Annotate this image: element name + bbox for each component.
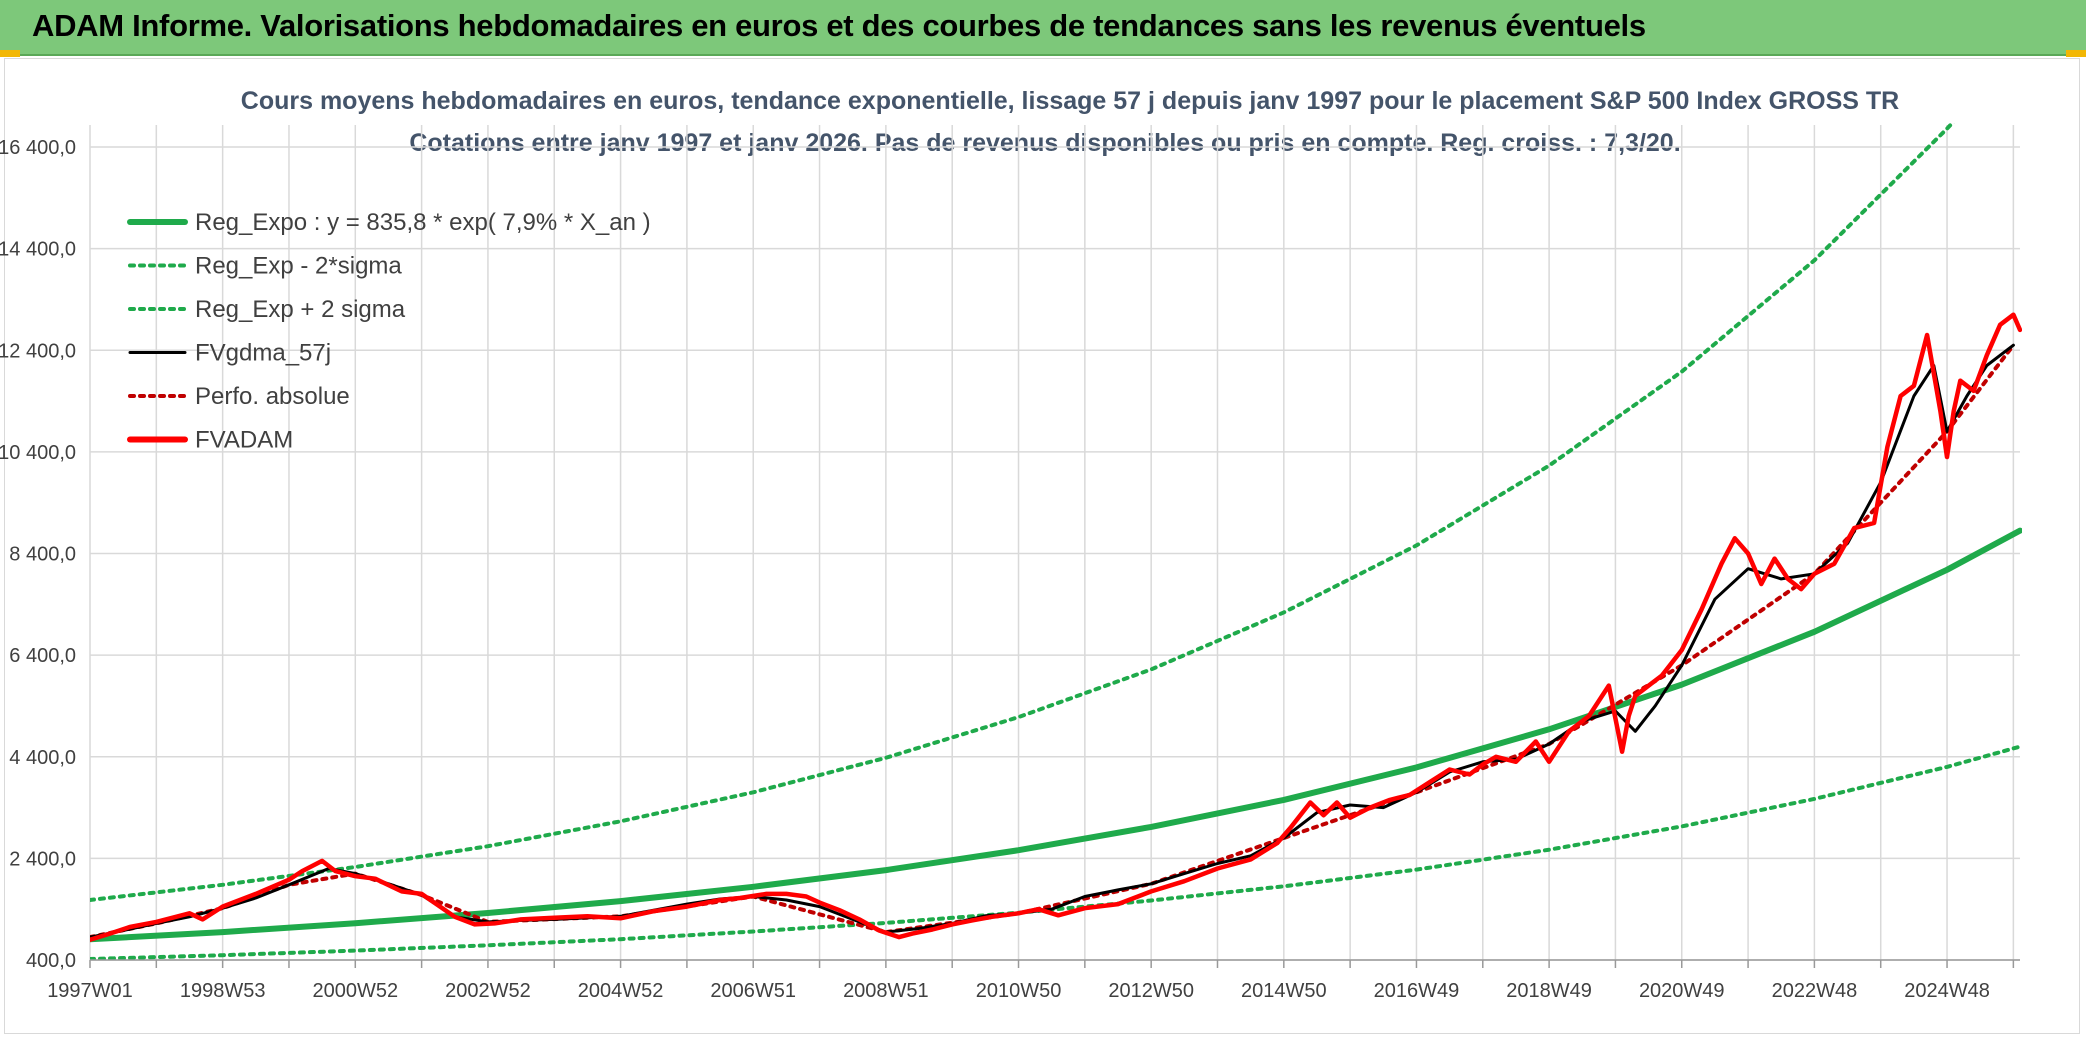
x-tick-label: 2022W48 — [1772, 980, 1858, 1002]
y-tick-label: 14 400,0 — [0, 239, 76, 261]
y-tick-label: 400,0 — [26, 950, 76, 972]
series-line — [90, 343, 2016, 940]
x-axis: 1997W01 1998W53 2000W52 2002W52 2004W52 2006W… — [47, 959, 2020, 1002]
series-lines — [90, 123, 2022, 960]
legend-label: Reg_Exp - 2*sigma — [195, 253, 402, 280]
y-tick-label: 4 400,0 — [9, 747, 76, 769]
y-tick-label: 10 400,0 — [0, 442, 76, 464]
x-tick-label: 2004W52 — [578, 980, 664, 1002]
series-line — [90, 527, 2022, 943]
x-tick-label: 2008W51 — [843, 980, 929, 1002]
legend-label: FVADAM — [195, 427, 293, 454]
banner-corner-left — [0, 50, 20, 57]
report-banner: ADAM Informe. Valorisations hebdomadaire… — [0, 0, 2086, 56]
chart-subtitle: Cotations entre janv 1997 et janv 2026. … — [409, 129, 1680, 157]
series-line — [90, 343, 2015, 939]
x-tick-label: 2006W51 — [710, 980, 796, 1002]
x-tick-label: 2024W48 — [1904, 980, 1990, 1002]
x-tick-label: 2014W50 — [1241, 980, 1327, 1002]
legend-label: Perfo. absolue — [195, 383, 350, 410]
x-tick-label: 2012W50 — [1108, 980, 1194, 1002]
x-tick-label: 1998W53 — [180, 980, 266, 1002]
x-tick-label: 2018W49 — [1506, 980, 1592, 1002]
legend: Reg_Expo : y = 835,8 * exp( 7,9% * X_an … — [127, 209, 651, 454]
series-line — [90, 123, 1956, 902]
y-tick-label: 8 400,0 — [9, 544, 76, 566]
y-tick-label: 6 400,0 — [9, 645, 76, 667]
y-tick-label: 2 400,0 — [9, 848, 76, 870]
legend-label: FVgdma_57j — [195, 340, 331, 367]
series-line — [90, 744, 2022, 960]
x-tick-label: 2010W50 — [976, 980, 1062, 1002]
y-tick-label: 16 400,0 — [0, 137, 76, 159]
x-tick-label: 2000W52 — [312, 980, 398, 1002]
banner-corner-right — [2066, 50, 2086, 57]
x-tick-label: 1997W01 — [47, 980, 133, 1002]
x-tick-label: 2016W49 — [1374, 980, 1460, 1002]
x-tick-label: 2020W49 — [1639, 980, 1725, 1002]
chart-frame — [4, 58, 2080, 1034]
legend-label: Reg_Exp + 2 sigma — [195, 296, 406, 323]
x-tick-label: 2002W52 — [445, 980, 531, 1002]
legend-label: Reg_Expo : y = 835,8 * exp( 7,9% * X_an … — [195, 209, 651, 236]
gridlines — [89, 125, 2020, 961]
chart-title: Cours moyens hebdomadaires en euros, ten… — [241, 87, 1899, 115]
series-line — [90, 312, 2022, 942]
y-tick-label: 12 400,0 — [0, 340, 76, 362]
report-title: ADAM Informe. Valorisations hebdomadaire… — [32, 8, 1646, 43]
y-axis: 400,0 2 400,0 4 400,0 6 400,0 8 400,0 10 400,… — [0, 137, 76, 972]
